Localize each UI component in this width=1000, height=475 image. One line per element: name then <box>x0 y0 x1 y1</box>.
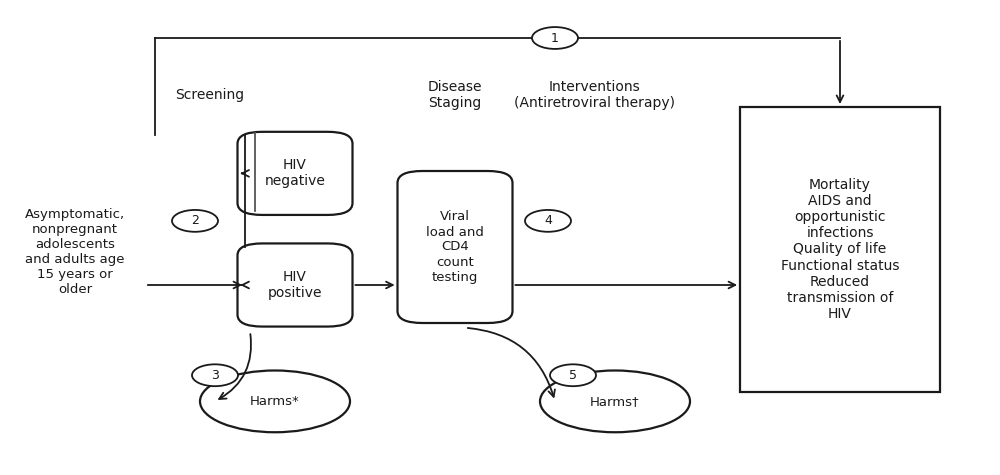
Text: Mortality
AIDS and
opportunistic
infections
Quality of life
Functional status
Re: Mortality AIDS and opportunistic infecti… <box>781 178 899 321</box>
Text: 2: 2 <box>191 214 199 228</box>
FancyArrowPatch shape <box>219 334 251 399</box>
Text: Disease
Staging: Disease Staging <box>428 80 482 110</box>
Text: Screening: Screening <box>175 88 244 102</box>
FancyBboxPatch shape <box>238 132 352 215</box>
Text: 3: 3 <box>211 369 219 382</box>
Circle shape <box>525 210 571 232</box>
Circle shape <box>172 210 218 232</box>
Ellipse shape <box>540 370 690 432</box>
Text: Harms†: Harms† <box>590 395 640 408</box>
Text: Asymptomatic,
nonpregnant
adolescents
and adults age
15 years or
older: Asymptomatic, nonpregnant adolescents an… <box>25 208 125 296</box>
Circle shape <box>192 364 238 386</box>
Circle shape <box>550 364 596 386</box>
Text: 5: 5 <box>569 369 577 382</box>
Ellipse shape <box>200 370 350 432</box>
Bar <box>740 107 940 392</box>
Text: Viral
load and
CD4
count
testing: Viral load and CD4 count testing <box>426 210 484 284</box>
Text: 1: 1 <box>551 31 559 45</box>
Text: HIV
positive: HIV positive <box>268 270 322 300</box>
Circle shape <box>532 27 578 49</box>
Text: 4: 4 <box>544 214 552 228</box>
Text: Harms*: Harms* <box>250 395 300 408</box>
Text: HIV
negative: HIV negative <box>265 158 325 189</box>
FancyArrowPatch shape <box>468 328 555 397</box>
FancyBboxPatch shape <box>238 243 352 327</box>
FancyBboxPatch shape <box>398 171 513 323</box>
Text: Interventions
(Antiretroviral therapy): Interventions (Antiretroviral therapy) <box>514 80 676 110</box>
